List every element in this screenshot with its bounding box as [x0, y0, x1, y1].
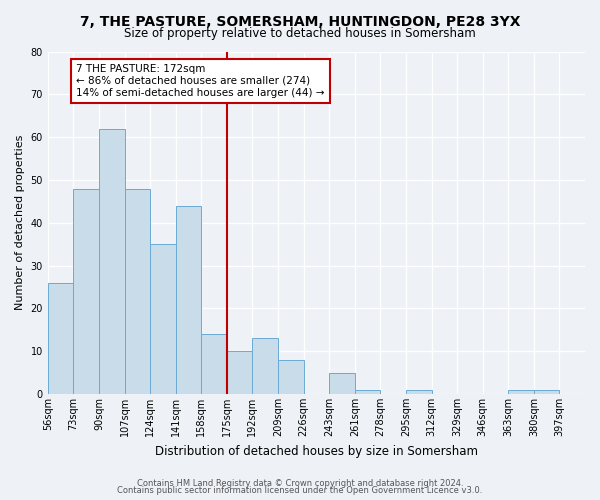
- Bar: [355, 390, 380, 394]
- Bar: [201, 334, 227, 394]
- Bar: [406, 390, 431, 394]
- Bar: [227, 351, 253, 394]
- Bar: [534, 390, 559, 394]
- Text: Contains HM Land Registry data © Crown copyright and database right 2024.: Contains HM Land Registry data © Crown c…: [137, 478, 463, 488]
- Bar: [99, 128, 125, 394]
- Bar: [125, 188, 150, 394]
- Bar: [176, 206, 201, 394]
- X-axis label: Distribution of detached houses by size in Somersham: Distribution of detached houses by size …: [155, 444, 478, 458]
- Bar: [278, 360, 304, 394]
- Y-axis label: Number of detached properties: Number of detached properties: [15, 135, 25, 310]
- Text: 7, THE PASTURE, SOMERSHAM, HUNTINGDON, PE28 3YX: 7, THE PASTURE, SOMERSHAM, HUNTINGDON, P…: [80, 15, 520, 29]
- Bar: [48, 282, 73, 394]
- Text: Size of property relative to detached houses in Somersham: Size of property relative to detached ho…: [124, 28, 476, 40]
- Text: Contains public sector information licensed under the Open Government Licence v3: Contains public sector information licen…: [118, 486, 482, 495]
- Bar: [253, 338, 278, 394]
- Bar: [508, 390, 534, 394]
- Bar: [73, 188, 99, 394]
- Text: 7 THE PASTURE: 172sqm
← 86% of detached houses are smaller (274)
14% of semi-det: 7 THE PASTURE: 172sqm ← 86% of detached …: [76, 64, 325, 98]
- Bar: [329, 372, 355, 394]
- Bar: [150, 244, 176, 394]
